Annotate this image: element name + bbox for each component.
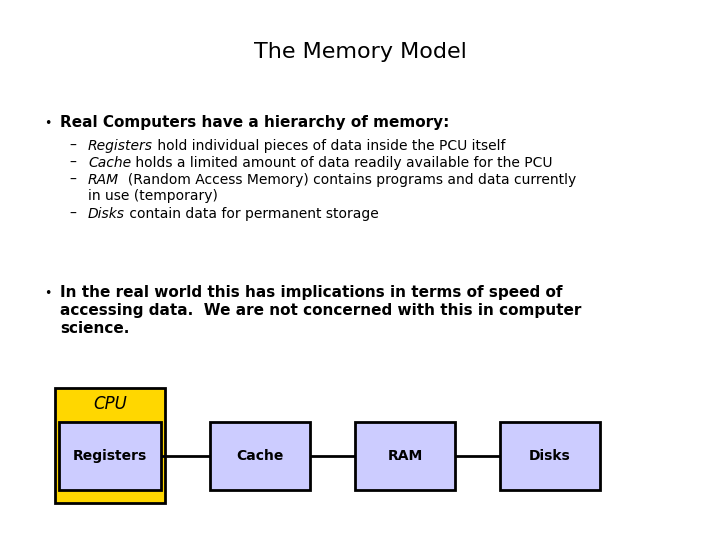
Text: –: –	[70, 173, 76, 187]
Text: science.: science.	[60, 321, 130, 336]
Bar	[59, 422, 161, 490]
Text: •: •	[45, 287, 52, 300]
Text: The Memory Model: The Memory Model	[253, 42, 467, 62]
Text: –: –	[70, 207, 76, 221]
Text: in use (temporary): in use (temporary)	[88, 189, 218, 203]
Text: •: •	[45, 117, 52, 130]
Text: CPU: CPU	[93, 395, 127, 413]
Text: (Random Access Memory) contains programs and data currently: (Random Access Memory) contains programs…	[119, 173, 577, 187]
Text: hold individual pieces of data inside the PCU itself: hold individual pieces of data inside th…	[153, 139, 505, 153]
Text: Real Computers have a hierarchy of memory:: Real Computers have a hierarchy of memor…	[60, 115, 449, 130]
Text: contain data for permanent storage: contain data for permanent storage	[125, 207, 379, 221]
Text: accessing data.  We are not concerned with this in computer: accessing data. We are not concerned wit…	[60, 303, 581, 318]
Text: Cache: Cache	[236, 449, 284, 463]
Text: holds a limited amount of data readily available for the PCU: holds a limited amount of data readily a…	[131, 156, 553, 170]
Text: Disks: Disks	[88, 207, 125, 221]
Bar	[500, 422, 600, 490]
Text: –: –	[70, 139, 76, 153]
Text: Registers: Registers	[73, 449, 147, 463]
Text: RAM: RAM	[387, 449, 423, 463]
Text: In the real world this has implications in terms of speed of: In the real world this has implications …	[60, 285, 562, 300]
Text: RAM: RAM	[88, 173, 119, 187]
Text: –: –	[70, 156, 76, 170]
Bar	[210, 422, 310, 490]
Text: Cache: Cache	[88, 156, 131, 170]
Text: Disks: Disks	[529, 449, 571, 463]
Bar	[55, 388, 165, 503]
Text: Registers: Registers	[88, 139, 153, 153]
Bar	[355, 422, 455, 490]
